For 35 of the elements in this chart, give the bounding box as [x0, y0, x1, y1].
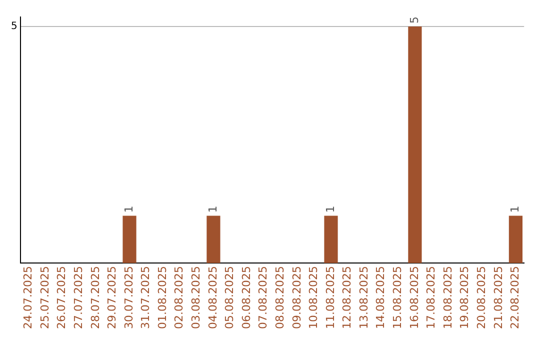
x-tick-label: 29.07.2025 — [106, 266, 119, 330]
x-tick-label: 20.08.2025 — [474, 266, 488, 330]
x-tick-label: 01.08.2025 — [156, 266, 169, 330]
x-tick-label: 24.07.2025 — [22, 266, 35, 330]
x-tick-label: 04.08.2025 — [206, 266, 220, 330]
x-tick-label: 09.08.2025 — [290, 266, 304, 330]
x-tick-label: 30.07.2025 — [122, 266, 136, 330]
x-tick-label: 11.08.2025 — [324, 266, 337, 330]
x-tick-label: 14.08.2025 — [374, 266, 388, 330]
x-tick-label: 26.07.2025 — [55, 266, 68, 330]
x-tick-label: 03.08.2025 — [190, 266, 203, 330]
x-tick-label: 25.07.2025 — [38, 266, 52, 330]
x-tick-label: 08.08.2025 — [273, 266, 286, 330]
x-tick-label: 22.08.2025 — [508, 266, 522, 330]
x-tick-label: 19.08.2025 — [458, 266, 472, 330]
data-label: 1 — [508, 206, 522, 213]
x-tick-label: 07.08.2025 — [256, 266, 270, 330]
x-tick-label: 06.08.2025 — [240, 266, 253, 330]
x-tick-label: 16.08.2025 — [408, 266, 421, 330]
x-tick-label: 10.08.2025 — [307, 266, 320, 330]
x-tick-label: 02.08.2025 — [172, 266, 186, 330]
x-tick-label: 27.07.2025 — [72, 266, 85, 330]
data-label: 1 — [206, 206, 220, 213]
x-tick-label: 21.08.2025 — [492, 266, 505, 330]
data-label: 1 — [122, 206, 136, 213]
data-label: 1 — [324, 206, 337, 213]
x-tick-label: 28.07.2025 — [88, 266, 102, 330]
x-tick-label: 05.08.2025 — [223, 266, 236, 330]
x-tick-label: 31.07.2025 — [139, 266, 152, 330]
x-tick-label: 18.08.2025 — [441, 266, 454, 330]
data-label: 5 — [408, 16, 421, 24]
x-tick-label: 15.08.2025 — [391, 266, 404, 330]
x-tick-label: 12.08.2025 — [340, 266, 354, 330]
x-tick-label: 17.08.2025 — [424, 266, 438, 330]
x-tick-label: 13.08.2025 — [357, 266, 370, 330]
